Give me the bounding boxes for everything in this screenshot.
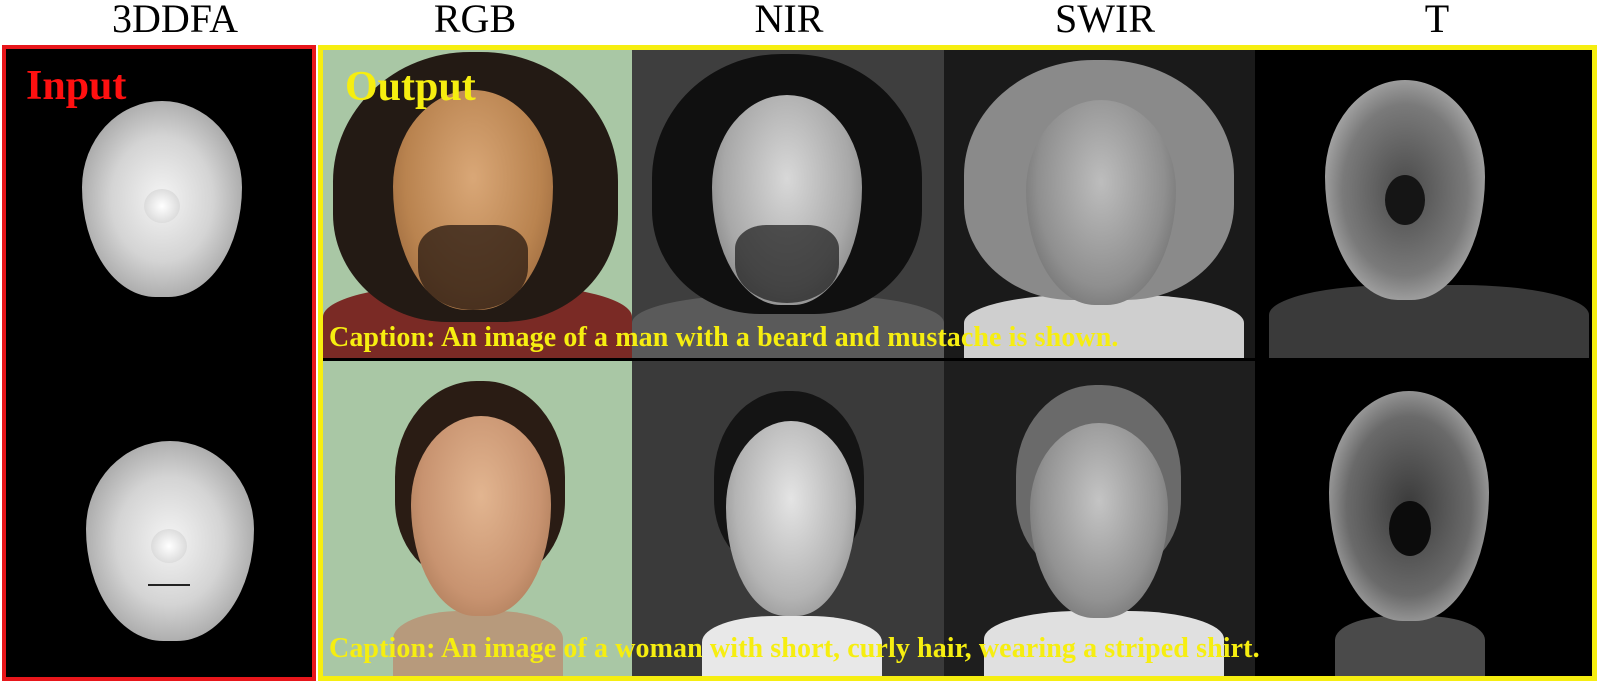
thermal-photo-woman (1255, 361, 1592, 676)
header-thermal: T (1424, 0, 1450, 41)
output-label: Output (345, 64, 476, 110)
caption-row-2: Caption: An image of a woman with short,… (329, 633, 1260, 664)
swir-photo-man (944, 50, 1255, 358)
swir-photo-woman (944, 361, 1255, 676)
caption-row-1: Caption: An image of a man with a beard … (329, 322, 1119, 353)
output-panel: Output Capt (318, 45, 1597, 681)
header-3ddfa: 3DDFA (112, 0, 238, 41)
rgb-photo-man (323, 50, 632, 358)
nir-photo-man (632, 50, 944, 358)
header-swir: SWIR (1055, 0, 1155, 41)
header-rgb: RGB (433, 0, 517, 41)
rgb-photo-woman (323, 361, 632, 676)
thermal-photo-man (1255, 50, 1592, 358)
nir-photo-woman (632, 361, 944, 676)
input-panel: Input (2, 45, 316, 681)
header-nir: NIR (754, 0, 824, 41)
input-label: Input (26, 63, 127, 109)
